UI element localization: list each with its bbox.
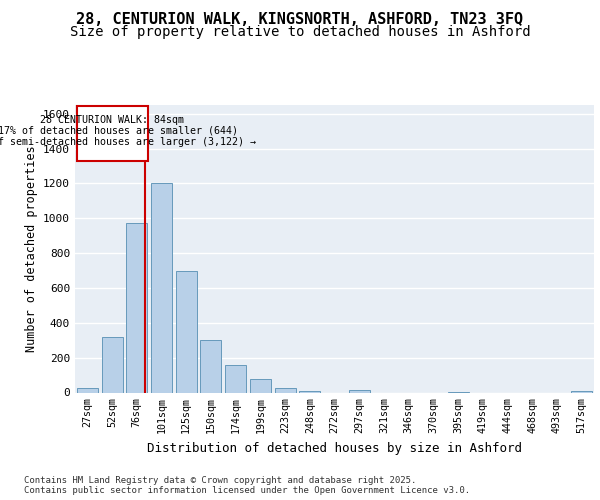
FancyBboxPatch shape — [77, 106, 148, 161]
Bar — [571, 391, 592, 392]
Bar — [225, 364, 246, 392]
Text: Contains HM Land Registry data © Crown copyright and database right 2025.
Contai: Contains HM Land Registry data © Crown c… — [24, 476, 470, 495]
Bar — [101, 336, 122, 392]
Text: 28 CENTURION WALK: 84sqm: 28 CENTURION WALK: 84sqm — [40, 114, 184, 124]
X-axis label: Distribution of detached houses by size in Ashford: Distribution of detached houses by size … — [147, 442, 522, 454]
Bar — [200, 340, 221, 392]
Bar — [176, 270, 197, 392]
Text: Size of property relative to detached houses in Ashford: Size of property relative to detached ho… — [70, 25, 530, 39]
Bar — [275, 388, 296, 392]
Text: 82% of semi-detached houses are larger (3,122) →: 82% of semi-detached houses are larger (… — [0, 137, 256, 147]
Bar — [299, 391, 320, 392]
Bar — [151, 184, 172, 392]
Bar — [349, 390, 370, 392]
Bar — [126, 224, 147, 392]
Y-axis label: Number of detached properties: Number of detached properties — [25, 146, 38, 352]
Bar — [77, 388, 98, 392]
Text: ← 17% of detached houses are smaller (644): ← 17% of detached houses are smaller (64… — [0, 126, 238, 136]
Text: 28, CENTURION WALK, KINGSNORTH, ASHFORD, TN23 3FQ: 28, CENTURION WALK, KINGSNORTH, ASHFORD,… — [76, 12, 524, 28]
Bar — [250, 380, 271, 392]
